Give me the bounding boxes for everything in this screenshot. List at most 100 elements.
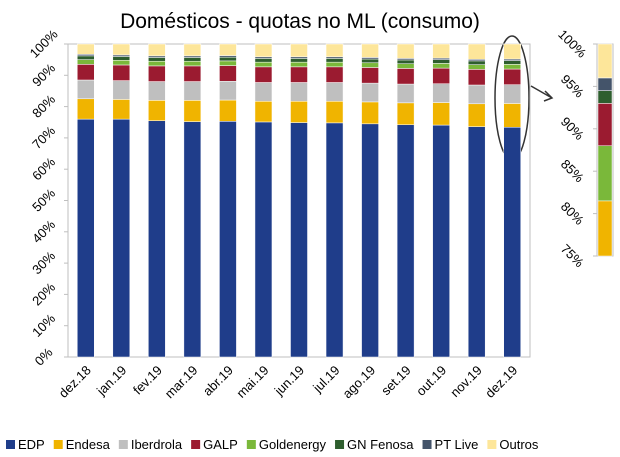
bar-segment: [396, 59, 415, 64]
bar-segment: [183, 43, 202, 57]
bar-segment: [597, 103, 613, 147]
x-tick-label: ago.19: [339, 363, 378, 402]
x-tick-label: jul.19: [309, 363, 342, 396]
x-tick-label: mar.19: [162, 363, 201, 402]
y-tick-label: 50%: [29, 185, 58, 214]
bar-segment: [77, 43, 95, 55]
bar-segment: [361, 101, 379, 125]
legend-swatch: [53, 440, 63, 449]
bar-segment: [467, 126, 486, 358]
y-tick-label: 40%: [29, 217, 58, 246]
bar-segment: [254, 43, 273, 58]
legend-label: GN Fenosa: [347, 437, 414, 452]
bar-segment: [254, 58, 273, 63]
y-tick-label: 70%: [29, 123, 58, 152]
bar-segment: [361, 123, 379, 358]
bar-segment: [112, 60, 131, 66]
bar-segment: [148, 65, 166, 82]
bar-segment: [148, 60, 166, 67]
bar-segment: [219, 43, 237, 56]
bar-segment: [148, 81, 166, 101]
bar-segment: [396, 124, 415, 358]
bar-segment: [432, 59, 450, 64]
x-tick-label: out.19: [413, 363, 449, 399]
bar-segment: [219, 56, 237, 62]
bar-segment: [597, 200, 613, 257]
bar-segment: [597, 90, 613, 104]
bar-segment: [503, 127, 521, 358]
bar-segment: [112, 99, 131, 120]
bar-segment: [503, 43, 521, 60]
bar-segment: [467, 64, 486, 70]
bar-segment: [467, 84, 486, 105]
bar-segment: [77, 79, 95, 100]
bar-segment: [396, 63, 415, 69]
y-tick-label: 90%: [558, 114, 587, 143]
x-tick-label: dez.19: [482, 363, 520, 401]
bar-segment: [148, 120, 166, 358]
bar-segment: [290, 122, 308, 358]
bar-segment: [183, 81, 202, 101]
bar-segment: [290, 58, 308, 63]
x-tick-label: set.19: [378, 363, 414, 399]
x-tick-label: jan.19: [93, 363, 129, 399]
bar-segment: [77, 98, 95, 120]
bar-segment: [254, 61, 273, 68]
y-tick-label: 80%: [29, 91, 58, 120]
bar-segment: [396, 83, 415, 104]
bar-segment: [361, 67, 379, 84]
bar-segment: [325, 58, 344, 63]
bar-segment: [396, 102, 415, 126]
bar-segment: [219, 80, 237, 101]
bar-segment: [77, 118, 95, 358]
bar-segment: [325, 101, 344, 124]
legend-swatch: [246, 440, 256, 449]
x-tick-label: fev.19: [130, 363, 165, 398]
legend-label: PT Live: [435, 437, 479, 452]
y-tick-label: 95%: [558, 72, 587, 101]
bar-segment: [254, 121, 273, 358]
bar-segment: [112, 80, 131, 100]
bar-segment: [290, 82, 308, 102]
y-tick-label: 0%: [32, 344, 56, 368]
legend-label: Iberdrola: [131, 437, 183, 452]
bar-segment: [503, 60, 521, 65]
bar-segment: [183, 100, 202, 122]
legend-label: Outros: [499, 437, 539, 452]
bar-segment: [219, 121, 237, 358]
y-tick-label: 85%: [558, 156, 587, 185]
bar-segment: [112, 56, 131, 61]
bar-segment: [254, 66, 273, 83]
bar-segment: [183, 60, 202, 67]
bar-segment: [219, 99, 237, 122]
bar-segment: [325, 82, 344, 102]
x-tick-label: jun.19: [271, 363, 307, 399]
y-tick-label: 90%: [29, 60, 58, 89]
bar-segment: [77, 64, 95, 81]
bar-segment: [254, 82, 273, 102]
y-tick-label: 20%: [29, 279, 58, 308]
legend-swatch: [118, 440, 128, 449]
bar-segment: [467, 60, 486, 65]
legend-label: Goldenergy: [259, 437, 327, 452]
x-tick-label: nov.19: [447, 363, 485, 401]
bar-segment: [597, 145, 613, 202]
bar-segment: [467, 103, 486, 127]
y-tick-label: 60%: [29, 154, 58, 183]
bar-segment: [148, 43, 166, 57]
bar-segment: [325, 43, 344, 58]
bar-segment: [503, 84, 521, 104]
y-tick-label: 10%: [29, 311, 58, 340]
bar-segment: [432, 83, 450, 103]
bar-segment: [361, 43, 379, 58]
legend-swatch: [422, 440, 432, 449]
legend-label: GALP: [203, 437, 238, 452]
bar-segment: [597, 77, 613, 91]
bar-segment: [467, 43, 486, 60]
bar-segment: [290, 101, 308, 123]
bar-segment: [112, 118, 131, 358]
legend-swatch: [191, 440, 201, 449]
bar-segment: [361, 82, 379, 103]
chart-title: Domésticos - quotas no ML (consumo): [120, 10, 480, 33]
bar-segment: [503, 103, 521, 128]
